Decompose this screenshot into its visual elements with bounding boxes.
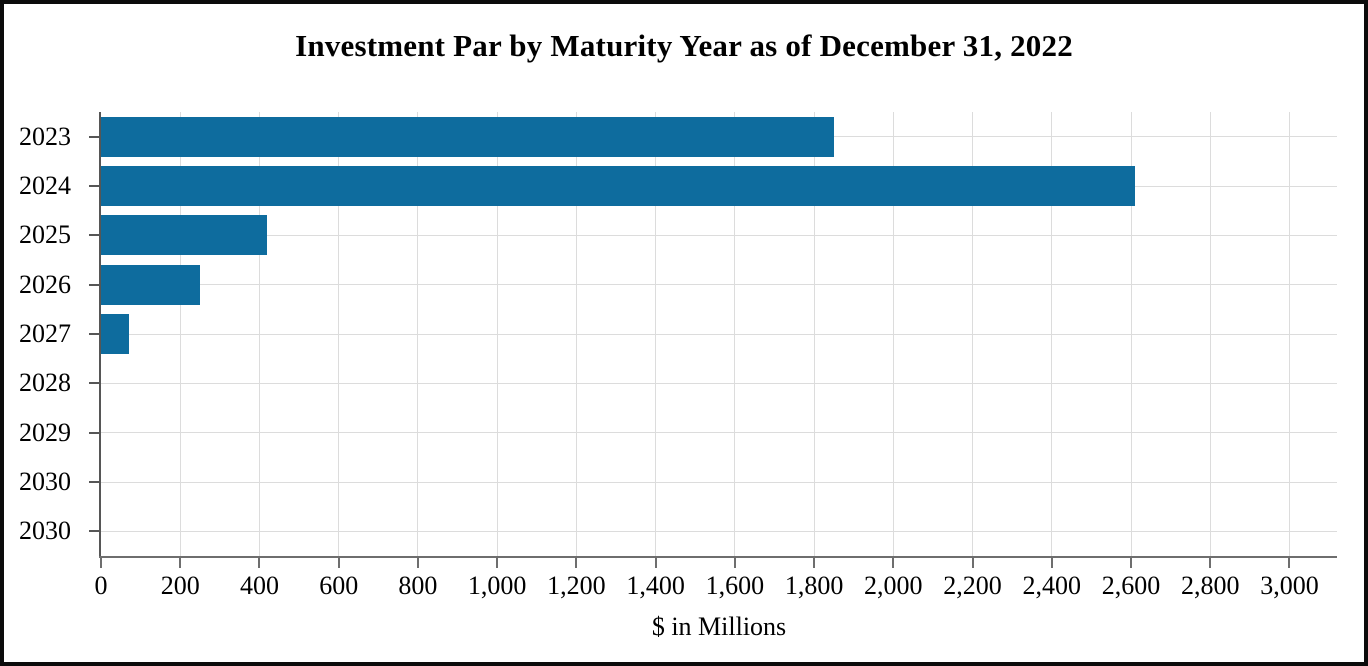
- x-tick: [1050, 558, 1053, 568]
- x-tick-label: 1,800: [784, 571, 844, 600]
- chart-title: Investment Par by Maturity Year as of De…: [295, 28, 1073, 63]
- y-tick: [89, 530, 100, 533]
- y-tick-label: 2024: [19, 171, 71, 200]
- x-tick: [575, 558, 578, 568]
- y-tick: [89, 382, 100, 385]
- bar-2027: [101, 314, 129, 354]
- bar-2026: [101, 264, 201, 305]
- y-tick-label: 2026: [19, 269, 71, 299]
- horizontal-gridline: [101, 481, 1337, 483]
- x-tick: [654, 558, 657, 568]
- horizontal-gridline: [101, 382, 1337, 384]
- x-tick-label: 1,000: [467, 571, 527, 600]
- x-tick-label: 3,000: [1260, 571, 1319, 600]
- y-tick: [89, 185, 100, 187]
- x-tick-label: 2,200: [943, 571, 1002, 600]
- bar-2023: [101, 116, 834, 157]
- x-tick-label: 1,200: [547, 571, 606, 600]
- horizontal-gridline: [101, 234, 1337, 236]
- y-tick: [89, 234, 100, 237]
- y-tick-label: 2029: [19, 417, 71, 447]
- y-tick-label: 2025: [19, 220, 71, 250]
- x-tick-label: 400: [239, 571, 279, 600]
- y-tick-label: 2030: [19, 516, 71, 546]
- x-tick: [1130, 558, 1132, 568]
- x-axis-line: [99, 556, 1337, 558]
- x-tick: [496, 558, 499, 568]
- y-tick: [89, 135, 100, 138]
- x-tick: [733, 558, 736, 568]
- x-tick-label: 200: [160, 571, 200, 600]
- bar-2025: [101, 215, 268, 256]
- x-tick-label: 0: [94, 571, 108, 600]
- x-tick-label: 2,000: [864, 571, 923, 600]
- y-tick: [89, 333, 100, 335]
- x-tick: [813, 558, 816, 568]
- x-tick-label: 1,600: [705, 571, 765, 600]
- horizontal-gridline: [101, 284, 1337, 286]
- horizontal-gridline: [101, 432, 1337, 434]
- x-tick: [1288, 558, 1291, 568]
- x-tick-label: 2,600: [1101, 571, 1161, 600]
- x-tick: [179, 558, 182, 568]
- y-tick-label: 2023: [19, 121, 71, 151]
- x-tick-label: 800: [398, 571, 438, 600]
- horizontal-gridline: [101, 530, 1337, 532]
- x-tick-label: 1,400: [626, 571, 685, 600]
- x-tick-label: 2,400: [1022, 571, 1082, 600]
- x-tick: [971, 558, 974, 568]
- x-tick: [416, 558, 419, 568]
- y-tick-label: 2027: [19, 319, 71, 348]
- y-tick-label: 2028: [19, 368, 71, 398]
- y-tick-label: 2030: [19, 467, 71, 496]
- bar-2024: [101, 166, 1135, 206]
- x-tick: [1209, 558, 1212, 568]
- horizontal-gridline: [101, 333, 1337, 335]
- x-tick: [100, 558, 102, 568]
- x-tick: [337, 558, 340, 568]
- x-tick: [892, 558, 895, 568]
- y-tick: [89, 431, 100, 434]
- x-tick-label: 2,800: [1180, 571, 1240, 600]
- y-axis-line: [99, 112, 101, 558]
- x-axis-label: $ in Millions: [651, 612, 787, 641]
- x-tick-label: 600: [319, 571, 359, 600]
- x-tick: [258, 558, 261, 568]
- plot-area: $ in Millions 2023 2024 2025 2026 2027 2028 20…: [19, 112, 1337, 641]
- y-tick: [89, 481, 100, 483]
- y-tick: [89, 283, 100, 286]
